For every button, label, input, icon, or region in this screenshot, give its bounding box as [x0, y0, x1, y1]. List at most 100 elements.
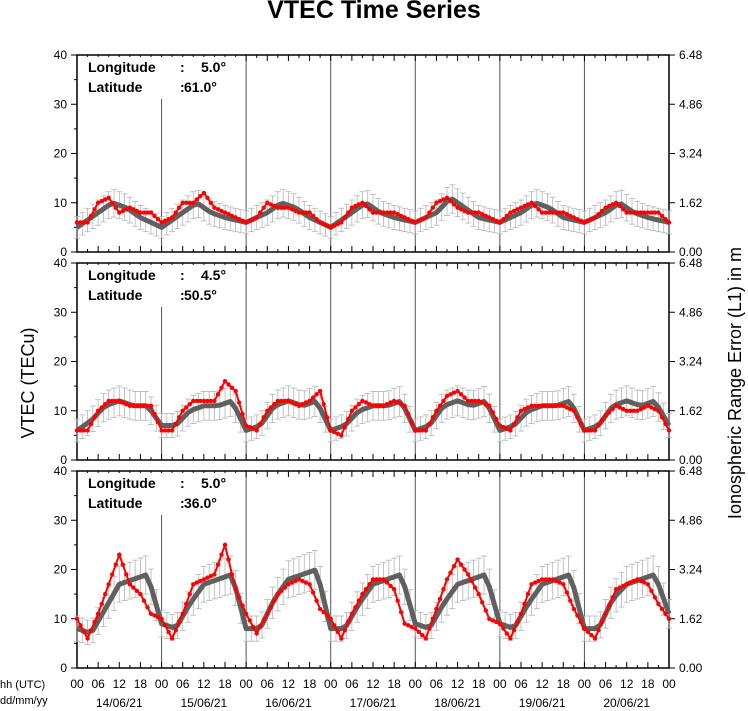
- hour-tick-label: 00: [70, 677, 84, 691]
- measured-point: [391, 587, 397, 592]
- measured-point: [518, 611, 524, 616]
- measured-point: [173, 210, 178, 215]
- panel-1: 0 10 20 30 40 0.00 1.62 3.24 4.86 6.48 Longitude:5…: [54, 48, 703, 259]
- measured-point: [413, 220, 418, 225]
- measured-point: [649, 405, 654, 410]
- measured-point: [582, 220, 587, 225]
- measured-point: [543, 577, 548, 582]
- hour-tick-label: 06: [514, 677, 528, 691]
- panels: 0102030400.001.623.244.866.48Longitude:5…: [54, 48, 703, 710]
- right-tick-label: 1.62: [679, 612, 703, 626]
- latitude-value: 61.0°: [184, 79, 217, 95]
- measured-point: [353, 203, 358, 209]
- measured-point: [532, 580, 538, 585]
- measured-point: [177, 415, 182, 420]
- measured-point: [162, 218, 168, 223]
- measured-point: [564, 405, 569, 410]
- measured-point: [458, 392, 464, 397]
- measured-point: [374, 403, 379, 408]
- measured-point: [74, 428, 80, 433]
- measured-point: [198, 398, 203, 404]
- measured-point: [575, 217, 580, 222]
- measured-point: [212, 205, 217, 210]
- measured-point: [300, 210, 305, 215]
- measured-point: [95, 611, 101, 616]
- measured-point: [628, 210, 633, 215]
- measured-point: [455, 205, 460, 210]
- latitude-colon: :: [180, 79, 185, 95]
- measured-point: [659, 415, 665, 420]
- measured-point: [92, 207, 97, 212]
- measured-point: [296, 403, 302, 408]
- measured-point: [617, 405, 622, 410]
- measured-point: [663, 611, 668, 616]
- measured-point: [568, 406, 573, 412]
- measured-point: [494, 619, 499, 625]
- measured-point: [395, 598, 400, 603]
- measured-point: [226, 212, 231, 217]
- measured-point: [575, 613, 580, 618]
- measured-point: [127, 582, 133, 587]
- measured-point: [494, 218, 499, 223]
- measured-point: [81, 629, 87, 635]
- longitude-value: 5.0°: [201, 59, 226, 75]
- measured-point: [501, 425, 506, 430]
- measured-point: [656, 210, 661, 215]
- measured-point: [508, 636, 513, 641]
- measured-point: [78, 220, 83, 225]
- measured-point: [603, 611, 608, 616]
- measured-point: [88, 213, 94, 219]
- measured-point: [423, 215, 429, 220]
- measured-point: [233, 587, 238, 592]
- measured-point: [441, 587, 446, 592]
- left-tick-label: 20: [54, 563, 68, 577]
- measured-point: [124, 207, 129, 212]
- measured-point: [117, 552, 122, 557]
- measured-point: [289, 400, 295, 405]
- measured-point: [138, 403, 143, 408]
- measured-point: [610, 202, 615, 207]
- hour-tick-label: 06: [91, 677, 105, 691]
- hour-tick-label: 12: [113, 677, 127, 691]
- measured-point: [332, 429, 337, 435]
- measured-point: [353, 405, 358, 410]
- measured-point: [391, 398, 397, 404]
- measured-point: [427, 626, 432, 631]
- measured-point: [339, 433, 344, 438]
- measured-point: [198, 578, 203, 584]
- measured-point: [314, 598, 319, 603]
- measured-point: [409, 420, 414, 425]
- measured-point: [409, 218, 414, 223]
- measured-point: [381, 403, 386, 408]
- measured-point: [240, 603, 245, 608]
- measured-point: [582, 428, 587, 433]
- measured-point: [462, 395, 467, 400]
- measured-point: [356, 402, 362, 407]
- measured-point: [233, 215, 238, 220]
- measured-point: [399, 213, 404, 219]
- measured-point: [131, 207, 136, 212]
- measured-point: [265, 408, 270, 413]
- measured-point: [124, 572, 129, 577]
- measured-point: [286, 398, 291, 404]
- measured-point: [444, 393, 450, 399]
- measured-point: [536, 578, 541, 584]
- measured-point: [617, 203, 622, 209]
- measured-point: [198, 194, 203, 199]
- measured-point: [529, 200, 534, 205]
- measured-point: [575, 415, 580, 420]
- measured-point: [515, 207, 520, 212]
- hour-tick-label: 18: [472, 677, 486, 691]
- measured-point: [504, 426, 510, 431]
- measured-point: [550, 577, 555, 582]
- latitude-colon: :: [180, 287, 185, 303]
- date-label: 15/06/21: [180, 696, 227, 710]
- info-box: [81, 265, 241, 307]
- hour-tick-label: 18: [557, 677, 571, 691]
- right-tick-label: 0.00: [679, 661, 703, 675]
- measured-point: [564, 590, 569, 595]
- measured-point: [307, 582, 312, 587]
- measured-point: [243, 423, 249, 428]
- measured-point: [272, 402, 277, 407]
- measured-point: [603, 205, 608, 210]
